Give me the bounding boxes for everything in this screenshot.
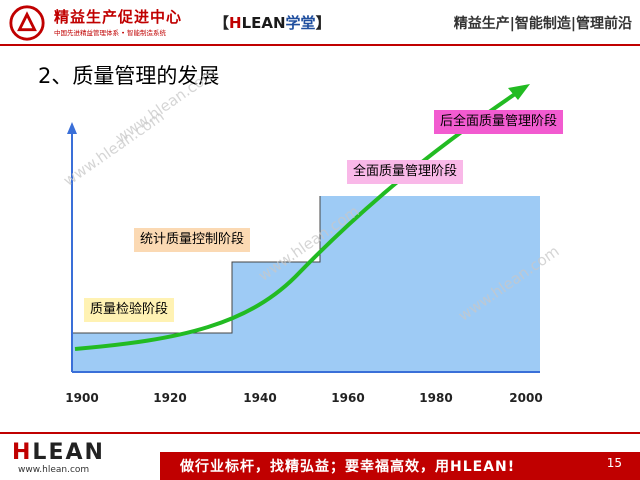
footer-logo-rest: LEAN — [32, 440, 105, 465]
x-tick-1920: 1920 — [153, 391, 187, 405]
brand-subtitle: 中国先进精益管理体系 • 智能制造系统 — [54, 29, 166, 37]
x-tick-1980: 1980 — [419, 391, 453, 405]
header-tagline: 精益生产|智能制造|管理前沿 — [453, 16, 632, 32]
course-title: 【HLEAN学堂】 — [214, 12, 331, 33]
x-tick-1960: 1960 — [331, 391, 365, 405]
footer-bar — [160, 452, 640, 480]
header-divider — [0, 44, 640, 46]
footer-url: www.hlean.com — [18, 465, 90, 475]
footer-slogan: 做行业标杆，找精弘益；要幸福高效，用HLEAN! — [180, 459, 516, 475]
stage-label-post-total-quality: 后全面质量管理阶段 — [434, 110, 564, 134]
stage-label-inspection: 质量检验阶段 — [84, 298, 175, 322]
x-tick-2000: 2000 — [509, 391, 543, 405]
curve-arrow-icon — [508, 84, 530, 100]
stage-label-statistical-control: 统计质量控制阶段 — [134, 228, 251, 252]
footer-logo: HLEAN — [12, 440, 105, 465]
course-xt: 学堂 — [285, 14, 316, 32]
header: 精益生产促进中心 中国先进精益管理体系 • 智能制造系统 【HLEAN学堂】 精… — [0, 0, 640, 46]
course-bracket-open: 【 — [214, 14, 230, 32]
page-number: 15 — [606, 456, 622, 470]
x-tick-1940: 1940 — [243, 391, 277, 405]
brand-name: 精益生产促进中心 — [54, 8, 183, 26]
course-lean: LEAN — [241, 14, 286, 32]
stage-label-total-quality: 全面质量管理阶段 — [347, 160, 464, 184]
x-tick-1900: 1900 — [65, 391, 99, 405]
footer-logo-h: H — [12, 440, 33, 465]
slide-title: 2、质量管理的发展 — [38, 64, 220, 88]
brand-logo-icon — [9, 5, 45, 41]
y-axis-arrow-icon — [67, 122, 77, 134]
growth-curve — [74, 90, 520, 351]
footer-divider — [0, 432, 640, 434]
step-fill — [72, 196, 540, 372]
course-bracket-close: 】 — [315, 14, 331, 32]
course-h: H — [229, 14, 242, 32]
